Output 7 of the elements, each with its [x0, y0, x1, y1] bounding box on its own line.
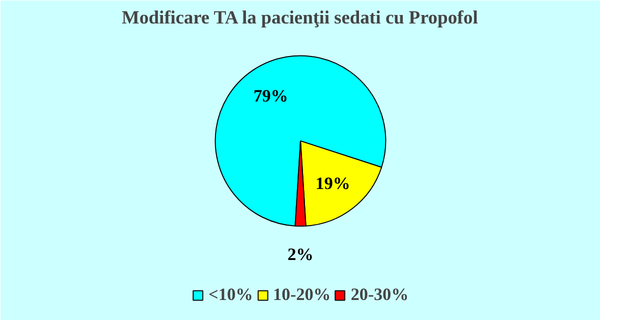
- chart-title: Modificare TA la pacienţii sedati cu Propofol: [122, 8, 478, 28]
- legend-label: <10%: [208, 285, 253, 305]
- data-label: 19%: [316, 174, 350, 194]
- legend-label: 20-30%: [350, 285, 409, 305]
- data-label: 79%: [253, 86, 288, 106]
- data-label: 2%: [288, 244, 314, 264]
- legend-label: 10-20%: [273, 285, 331, 305]
